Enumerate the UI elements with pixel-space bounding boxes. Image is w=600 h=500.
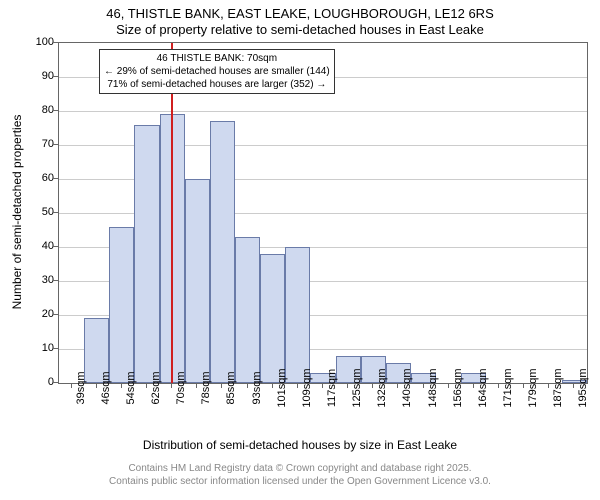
footer-attribution: Contains HM Land Registry data © Crown c… — [0, 462, 600, 488]
annotation-line1: 46 THISTLE BANK: 70sqm — [104, 52, 330, 65]
y-tick-label: 90 — [14, 70, 54, 82]
y-tick-label: 10 — [14, 342, 54, 354]
x-tick-label: 109sqm — [301, 368, 313, 407]
x-tick-mark — [573, 383, 574, 388]
x-tick-label: 85sqm — [225, 371, 237, 404]
x-tick-label: 148sqm — [427, 368, 439, 407]
x-tick-mark — [473, 383, 474, 388]
y-tick-label: 50 — [14, 206, 54, 218]
histogram-bar — [260, 254, 285, 383]
chart-title-line1: 46, THISTLE BANK, EAST LEAKE, LOUGHBOROU… — [0, 6, 600, 21]
x-tick-mark — [196, 383, 197, 388]
y-tick-label: 0 — [14, 376, 54, 388]
x-tick-mark — [96, 383, 97, 388]
footer-line1: Contains HM Land Registry data © Crown c… — [0, 462, 600, 475]
x-tick-mark — [272, 383, 273, 388]
x-tick-mark — [397, 383, 398, 388]
gridline — [59, 111, 587, 112]
x-tick-mark — [221, 383, 222, 388]
histogram-bar — [134, 125, 159, 383]
histogram-bar — [185, 179, 210, 383]
x-tick-label: 132sqm — [376, 368, 388, 407]
x-tick-label: 171sqm — [502, 368, 514, 407]
y-tick-label: 60 — [14, 172, 54, 184]
y-tick-mark — [53, 76, 58, 77]
marker-line — [171, 43, 173, 383]
annotation-box: 46 THISTLE BANK: 70sqm ← 29% of semi-det… — [99, 49, 335, 94]
x-tick-label: 195sqm — [577, 368, 589, 407]
chart-container: 46, THISTLE BANK, EAST LEAKE, LOUGHBOROU… — [0, 0, 600, 500]
x-tick-mark — [171, 383, 172, 388]
y-tick-mark — [53, 42, 58, 43]
y-tick-label: 80 — [14, 104, 54, 116]
x-tick-mark — [247, 383, 248, 388]
chart-title-line2: Size of property relative to semi-detach… — [0, 22, 600, 37]
x-tick-label: 39sqm — [75, 371, 87, 404]
x-tick-mark — [548, 383, 549, 388]
footer-line2: Contains public sector information licen… — [0, 475, 600, 488]
x-tick-label: 156sqm — [452, 368, 464, 407]
x-tick-mark — [71, 383, 72, 388]
histogram-bar — [235, 237, 260, 383]
x-tick-label: 179sqm — [527, 368, 539, 407]
y-tick-label: 30 — [14, 274, 54, 286]
y-tick-mark — [53, 280, 58, 281]
y-tick-mark — [53, 144, 58, 145]
x-tick-mark — [146, 383, 147, 388]
y-tick-mark — [53, 348, 58, 349]
annotation-line2: ← 29% of semi-detached houses are smalle… — [104, 65, 330, 78]
x-tick-mark — [448, 383, 449, 388]
x-tick-label: 54sqm — [125, 371, 137, 404]
y-tick-mark — [53, 314, 58, 315]
x-tick-mark — [423, 383, 424, 388]
histogram-bar — [109, 227, 134, 383]
x-tick-label: 117sqm — [326, 369, 338, 407]
x-tick-label: 46sqm — [100, 371, 112, 404]
y-tick-label: 100 — [14, 36, 54, 48]
annotation-line3: 71% of semi-detached houses are larger (… — [104, 78, 330, 91]
y-tick-mark — [53, 212, 58, 213]
y-tick-label: 20 — [14, 308, 54, 320]
y-tick-label: 70 — [14, 138, 54, 150]
x-tick-mark — [372, 383, 373, 388]
x-tick-label: 140sqm — [401, 368, 413, 407]
x-tick-label: 62sqm — [150, 371, 162, 404]
x-tick-label: 125sqm — [351, 368, 363, 407]
y-tick-mark — [53, 178, 58, 179]
x-tick-mark — [297, 383, 298, 388]
y-tick-mark — [53, 382, 58, 383]
x-tick-label: 187sqm — [552, 368, 564, 407]
x-tick-mark — [121, 383, 122, 388]
x-tick-label: 164sqm — [477, 368, 489, 407]
x-tick-mark — [523, 383, 524, 388]
x-axis-label: Distribution of semi-detached houses by … — [0, 438, 600, 452]
x-tick-label: 93sqm — [251, 371, 263, 404]
x-tick-label: 101sqm — [276, 368, 288, 407]
x-tick-label: 78sqm — [200, 371, 212, 404]
x-tick-mark — [322, 383, 323, 388]
y-tick-label: 40 — [14, 240, 54, 252]
x-tick-label: 70sqm — [175, 371, 187, 404]
y-tick-mark — [53, 110, 58, 111]
y-tick-mark — [53, 246, 58, 247]
x-tick-mark — [347, 383, 348, 388]
plot-area: 46 THISTLE BANK: 70sqm ← 29% of semi-det… — [58, 42, 588, 384]
histogram-bar — [285, 247, 310, 383]
histogram-bar — [210, 121, 235, 383]
x-tick-mark — [498, 383, 499, 388]
